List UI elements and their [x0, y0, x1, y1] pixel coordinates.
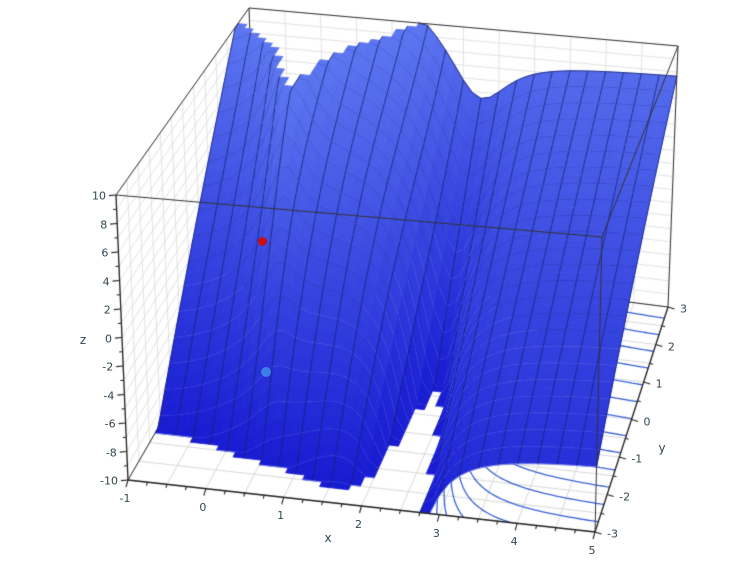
y-tick-label: 2 — [667, 340, 675, 353]
x-axis-label: x — [324, 531, 332, 545]
z-tick-label: 2 — [103, 303, 111, 317]
x-tick-label: 1 — [277, 509, 285, 523]
z-tick-label: -4 — [103, 389, 115, 402]
z-tick-label: 8 — [100, 218, 108, 231]
x-tick-label: 3 — [432, 526, 440, 540]
z-axis-label: z — [79, 333, 87, 347]
z-tick-label: 10 — [92, 189, 106, 203]
z-tick-label: -6 — [104, 417, 116, 431]
y-tick-label: 0 — [643, 415, 651, 428]
z-tick-label: 0 — [105, 332, 112, 345]
x-tick-label: 5 — [588, 544, 596, 557]
z-tick-label: 6 — [101, 246, 109, 260]
z-tick-label: -10 — [100, 474, 118, 488]
z-tick-label: -2 — [102, 360, 114, 374]
y-tick-label: 3 — [680, 302, 687, 316]
blue-projection-point — [261, 367, 271, 377]
x-tick-label: 4 — [510, 535, 518, 549]
y-tick-label: -2 — [619, 490, 631, 503]
y-tick-label: -1 — [631, 452, 643, 466]
red-point-on-surface — [257, 236, 267, 246]
x-tick-label: 0 — [199, 500, 207, 514]
x-tick-label: -1 — [119, 492, 131, 505]
x-tick-label: 2 — [355, 518, 362, 531]
z-tick-label: -8 — [105, 446, 117, 459]
y-axis-label: y — [658, 441, 666, 455]
y-tick-label: -3 — [607, 527, 618, 541]
y-tick-label: 1 — [655, 377, 663, 391]
z-tick-label: 4 — [102, 275, 110, 288]
